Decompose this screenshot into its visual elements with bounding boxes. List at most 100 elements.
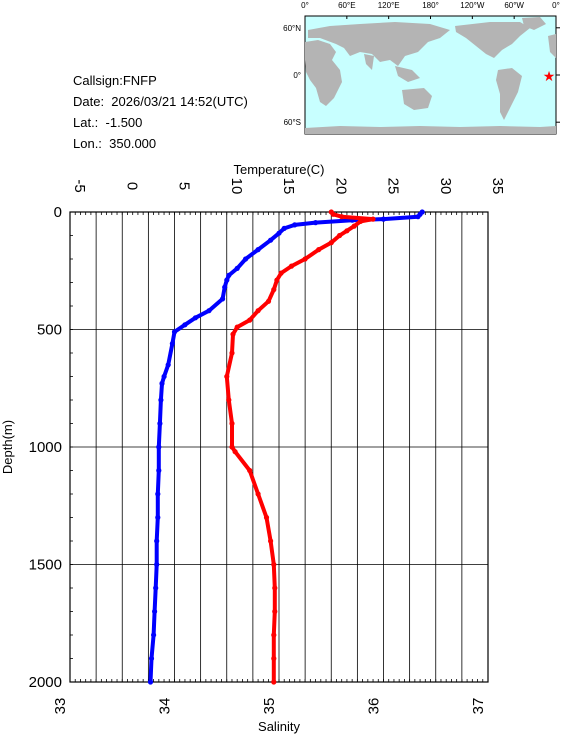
map-landmasses bbox=[305, 17, 556, 134]
salinity-point bbox=[337, 232, 343, 239]
salinity-tick-label: 36 bbox=[366, 698, 383, 715]
callsign-text: Callsign:FNFP bbox=[73, 73, 157, 88]
date-text: Date: 2026/03/21 14:52(UTC) bbox=[73, 94, 248, 109]
temperature-point bbox=[182, 322, 188, 328]
depth-tick-label: 2000 bbox=[29, 674, 62, 691]
salinity-tick-label: 33 bbox=[52, 698, 69, 715]
salinity-point bbox=[226, 397, 232, 403]
temperature-point bbox=[171, 329, 178, 335]
land-south-america bbox=[496, 68, 522, 120]
temperature-tick-label: 35 bbox=[489, 178, 506, 195]
map-lon-label: 60°W bbox=[504, 1, 524, 10]
temperature-point bbox=[276, 230, 282, 236]
salinity-point bbox=[229, 420, 235, 427]
salinity-point bbox=[247, 317, 253, 323]
temperature-point bbox=[152, 608, 158, 615]
longitude-text: Lon.: 350.000 bbox=[73, 136, 157, 151]
salinity-point bbox=[288, 263, 295, 269]
salinity-point bbox=[232, 449, 238, 455]
salinity-point bbox=[247, 467, 253, 474]
salinity-point bbox=[229, 444, 235, 450]
salinity-point bbox=[278, 270, 284, 276]
salinity-point bbox=[328, 240, 334, 246]
map-lon-label: 180° bbox=[422, 1, 439, 10]
temperature-point bbox=[156, 467, 162, 474]
map-lat-label: 60°S bbox=[284, 118, 301, 127]
salinity-point bbox=[229, 350, 235, 356]
depth-tick-label: 0 bbox=[54, 204, 62, 221]
depth-tick-label: 1000 bbox=[29, 439, 62, 456]
salinity-series bbox=[224, 209, 376, 685]
temperature-point bbox=[292, 222, 298, 228]
salinity-point bbox=[272, 608, 278, 615]
temperature-point bbox=[222, 284, 228, 290]
temperature-point bbox=[281, 225, 287, 231]
salinity-tick-labels: 33 34 35 36 37 bbox=[52, 698, 487, 715]
depth-tick-label: 1500 bbox=[29, 557, 62, 574]
temperature-point bbox=[154, 538, 160, 544]
depth-tick-labels: 0 500 1000 1500 2000 bbox=[29, 204, 62, 691]
salinity-point bbox=[265, 298, 272, 304]
temperature-tick-labels: -5 0 5 10 15 20 25 30 35 bbox=[71, 178, 506, 195]
salinity-point bbox=[316, 247, 322, 253]
depth-axis-label: Depth(m) bbox=[0, 420, 15, 474]
land-australia bbox=[402, 88, 432, 110]
land-greenland bbox=[522, 17, 546, 30]
temperature-tick-label: 5 bbox=[176, 182, 193, 190]
land-africa bbox=[305, 40, 342, 106]
temperature-point bbox=[159, 380, 165, 387]
land-sea-asia bbox=[395, 66, 420, 82]
salinity-point bbox=[271, 561, 277, 568]
map-latitude-labels: 60°N 0° 60°S bbox=[283, 24, 560, 127]
temperature-tick-label: 25 bbox=[385, 178, 402, 195]
salinity-point bbox=[357, 218, 364, 224]
temperature-point bbox=[161, 373, 167, 380]
temperature-point bbox=[148, 655, 155, 662]
map-lat-label: 0° bbox=[293, 71, 301, 80]
temperature-point bbox=[415, 214, 421, 220]
salinity-tick-label: 37 bbox=[470, 698, 487, 715]
chart-area: 0 500 1000 1500 2000 -5 0 5 10 15 20 25 30 35 33 34 35… bbox=[0, 162, 506, 734]
salinity-point bbox=[302, 256, 308, 262]
temperature-tick-label: 10 bbox=[228, 178, 245, 195]
temperature-tick-label: 30 bbox=[437, 178, 454, 195]
salinity-tick-label: 35 bbox=[261, 698, 278, 715]
temperature-point bbox=[224, 277, 230, 283]
plot-frame bbox=[69, 211, 489, 683]
temperature-point bbox=[220, 296, 226, 302]
temperature-point bbox=[243, 256, 249, 262]
temperature-point bbox=[192, 315, 198, 321]
land-india bbox=[364, 54, 374, 70]
salinity-point bbox=[271, 632, 277, 638]
temperature-point bbox=[151, 632, 157, 638]
latitude-text: Lat.: -1.500 bbox=[73, 115, 143, 130]
temperature-point bbox=[380, 216, 387, 222]
map-lon-label: 60°E bbox=[338, 1, 355, 10]
land-north-america bbox=[455, 22, 530, 58]
salinity-axis-label: Salinity bbox=[258, 719, 300, 734]
temperature-tick-label: 15 bbox=[280, 178, 297, 195]
location-map: 0° 60°E 120°E 180° 120°W 60°W 0° 60°N 0° 60°S ★ bbox=[283, 1, 560, 135]
temperature-point bbox=[147, 679, 154, 685]
salinity-point bbox=[271, 287, 277, 293]
temperature-point bbox=[234, 265, 240, 271]
salinity-point bbox=[230, 331, 236, 337]
salinity-point bbox=[351, 223, 357, 229]
salinity-point bbox=[344, 228, 350, 234]
salinity-tick-label: 34 bbox=[157, 698, 174, 715]
temperature-tick-label: -5 bbox=[71, 179, 88, 192]
temperature-point bbox=[157, 420, 163, 427]
salinity-point bbox=[271, 679, 277, 685]
depth-tick-label: 500 bbox=[37, 322, 62, 339]
salinity-point bbox=[263, 514, 270, 521]
land-africa-wrap bbox=[548, 34, 556, 58]
temperature-point bbox=[169, 341, 175, 347]
map-lon-label: 0° bbox=[552, 1, 560, 10]
salinity-point bbox=[268, 538, 274, 544]
map-longitude-labels: 0° 60°E 120°E 180° 120°W 60°W 0° bbox=[301, 1, 560, 19]
map-lon-label: 120°W bbox=[460, 1, 485, 10]
map-lon-label: 120°E bbox=[378, 1, 400, 10]
temperature-tick-label: 0 bbox=[123, 182, 140, 190]
salinity-point bbox=[330, 211, 336, 217]
